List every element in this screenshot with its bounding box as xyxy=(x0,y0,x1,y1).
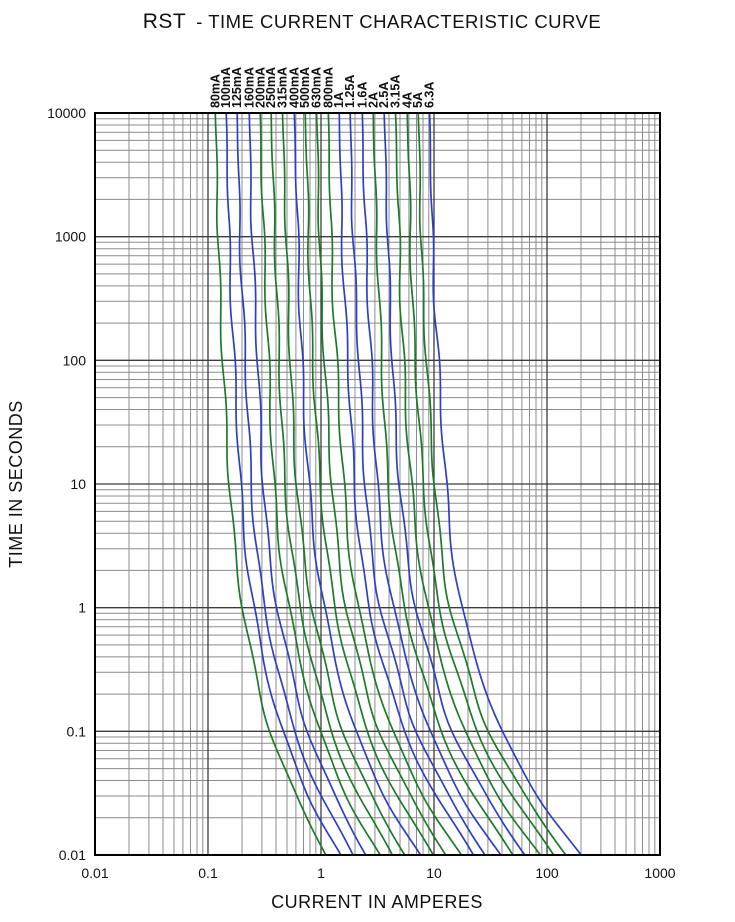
fuse-curve xyxy=(248,112,367,856)
fuse-curve xyxy=(394,112,542,856)
curve-rating-label: 315mA xyxy=(276,67,290,108)
fuse-curve xyxy=(236,112,354,856)
curve-rating-label: 125mA xyxy=(230,67,244,108)
curve-rating-label: 6.3A xyxy=(423,82,437,108)
fuse-curve xyxy=(270,112,394,856)
curve-rating-label: 1.25A xyxy=(343,75,357,108)
y-tick-label: 1000 xyxy=(55,229,86,245)
y-tick-label: 10 xyxy=(70,476,86,492)
curve-rating-label: 200mA xyxy=(253,67,267,108)
chart-title-series-name: RST xyxy=(143,10,187,33)
chart-title: RST - TIME CURRENT CHARACTERISTIC CURVE xyxy=(143,10,602,33)
curve-rating-label: 400mA xyxy=(287,67,301,108)
fuse-curve xyxy=(304,112,435,856)
curve-rating-label: 2.5A xyxy=(377,82,391,108)
fuse-curve xyxy=(225,112,342,856)
curve-rating-label: 2A xyxy=(366,92,380,108)
fuse-curve xyxy=(383,112,526,856)
curve-rating-label: 5A xyxy=(411,92,425,108)
fuse-curve xyxy=(372,112,514,856)
y-axis-tick-labels: 10000 1000 100 10 1 0.1 0.01 xyxy=(47,105,86,863)
curve-rating-label: 1.6A xyxy=(355,82,369,108)
x-tick-label: 10 xyxy=(426,865,442,881)
curve-rating-label: 250mA xyxy=(264,67,278,108)
y-axis-title: TIME IN SECONDS xyxy=(6,400,26,568)
x-tick-label: 1000 xyxy=(644,865,675,881)
x-tick-label: 1 xyxy=(317,865,325,881)
curve-rating-label: 1A xyxy=(332,92,346,108)
y-tick-label: 0.01 xyxy=(59,847,86,863)
x-tick-label: 0.1 xyxy=(198,865,218,881)
fuse-curve xyxy=(315,112,447,856)
curve-rating-label: 800mA xyxy=(321,67,335,108)
fuse-curve xyxy=(361,112,502,856)
fuse-curve xyxy=(327,112,463,856)
curve-rating-label: 4A xyxy=(400,92,414,108)
x-tick-label: 0.01 xyxy=(81,865,108,881)
curve-rating-label: 100mA xyxy=(219,67,233,108)
fuse-curve xyxy=(338,112,475,856)
fuse-curve xyxy=(281,112,406,856)
plot-frame xyxy=(94,112,661,856)
x-axis-title: CURRENT IN AMPERES xyxy=(271,892,483,912)
x-tick-label: 100 xyxy=(535,865,559,881)
curve-rating-label: 3.15A xyxy=(389,75,403,108)
fuse-curve xyxy=(349,112,486,856)
fuse-curve xyxy=(428,112,582,856)
fuse-curve xyxy=(259,112,382,856)
curve-rating-label: 500mA xyxy=(298,67,312,108)
fuse-curve xyxy=(214,112,327,856)
chart-title-suffix: - TIME CURRENT CHARACTERISTIC CURVE xyxy=(196,11,601,32)
y-tick-label: 1 xyxy=(78,600,86,616)
y-tick-label: 0.1 xyxy=(67,723,87,739)
curve-rating-label: 630mA xyxy=(310,67,324,108)
curve-rating-label: 160mA xyxy=(242,67,256,108)
curve-rating-labels: 80mA100mA125mA160mA200mA250mA315mA400mA5… xyxy=(208,67,436,108)
y-tick-label: 10000 xyxy=(47,105,86,121)
fuse-curve xyxy=(293,112,422,856)
x-axis-tick-labels: 0.01 0.1 1 10 100 1000 xyxy=(81,865,675,881)
fuse-curves xyxy=(214,112,582,856)
fuse-curve xyxy=(406,112,555,856)
fuse-curve xyxy=(417,112,567,856)
curve-rating-label: 80mA xyxy=(208,74,222,108)
y-tick-label: 100 xyxy=(63,352,87,368)
